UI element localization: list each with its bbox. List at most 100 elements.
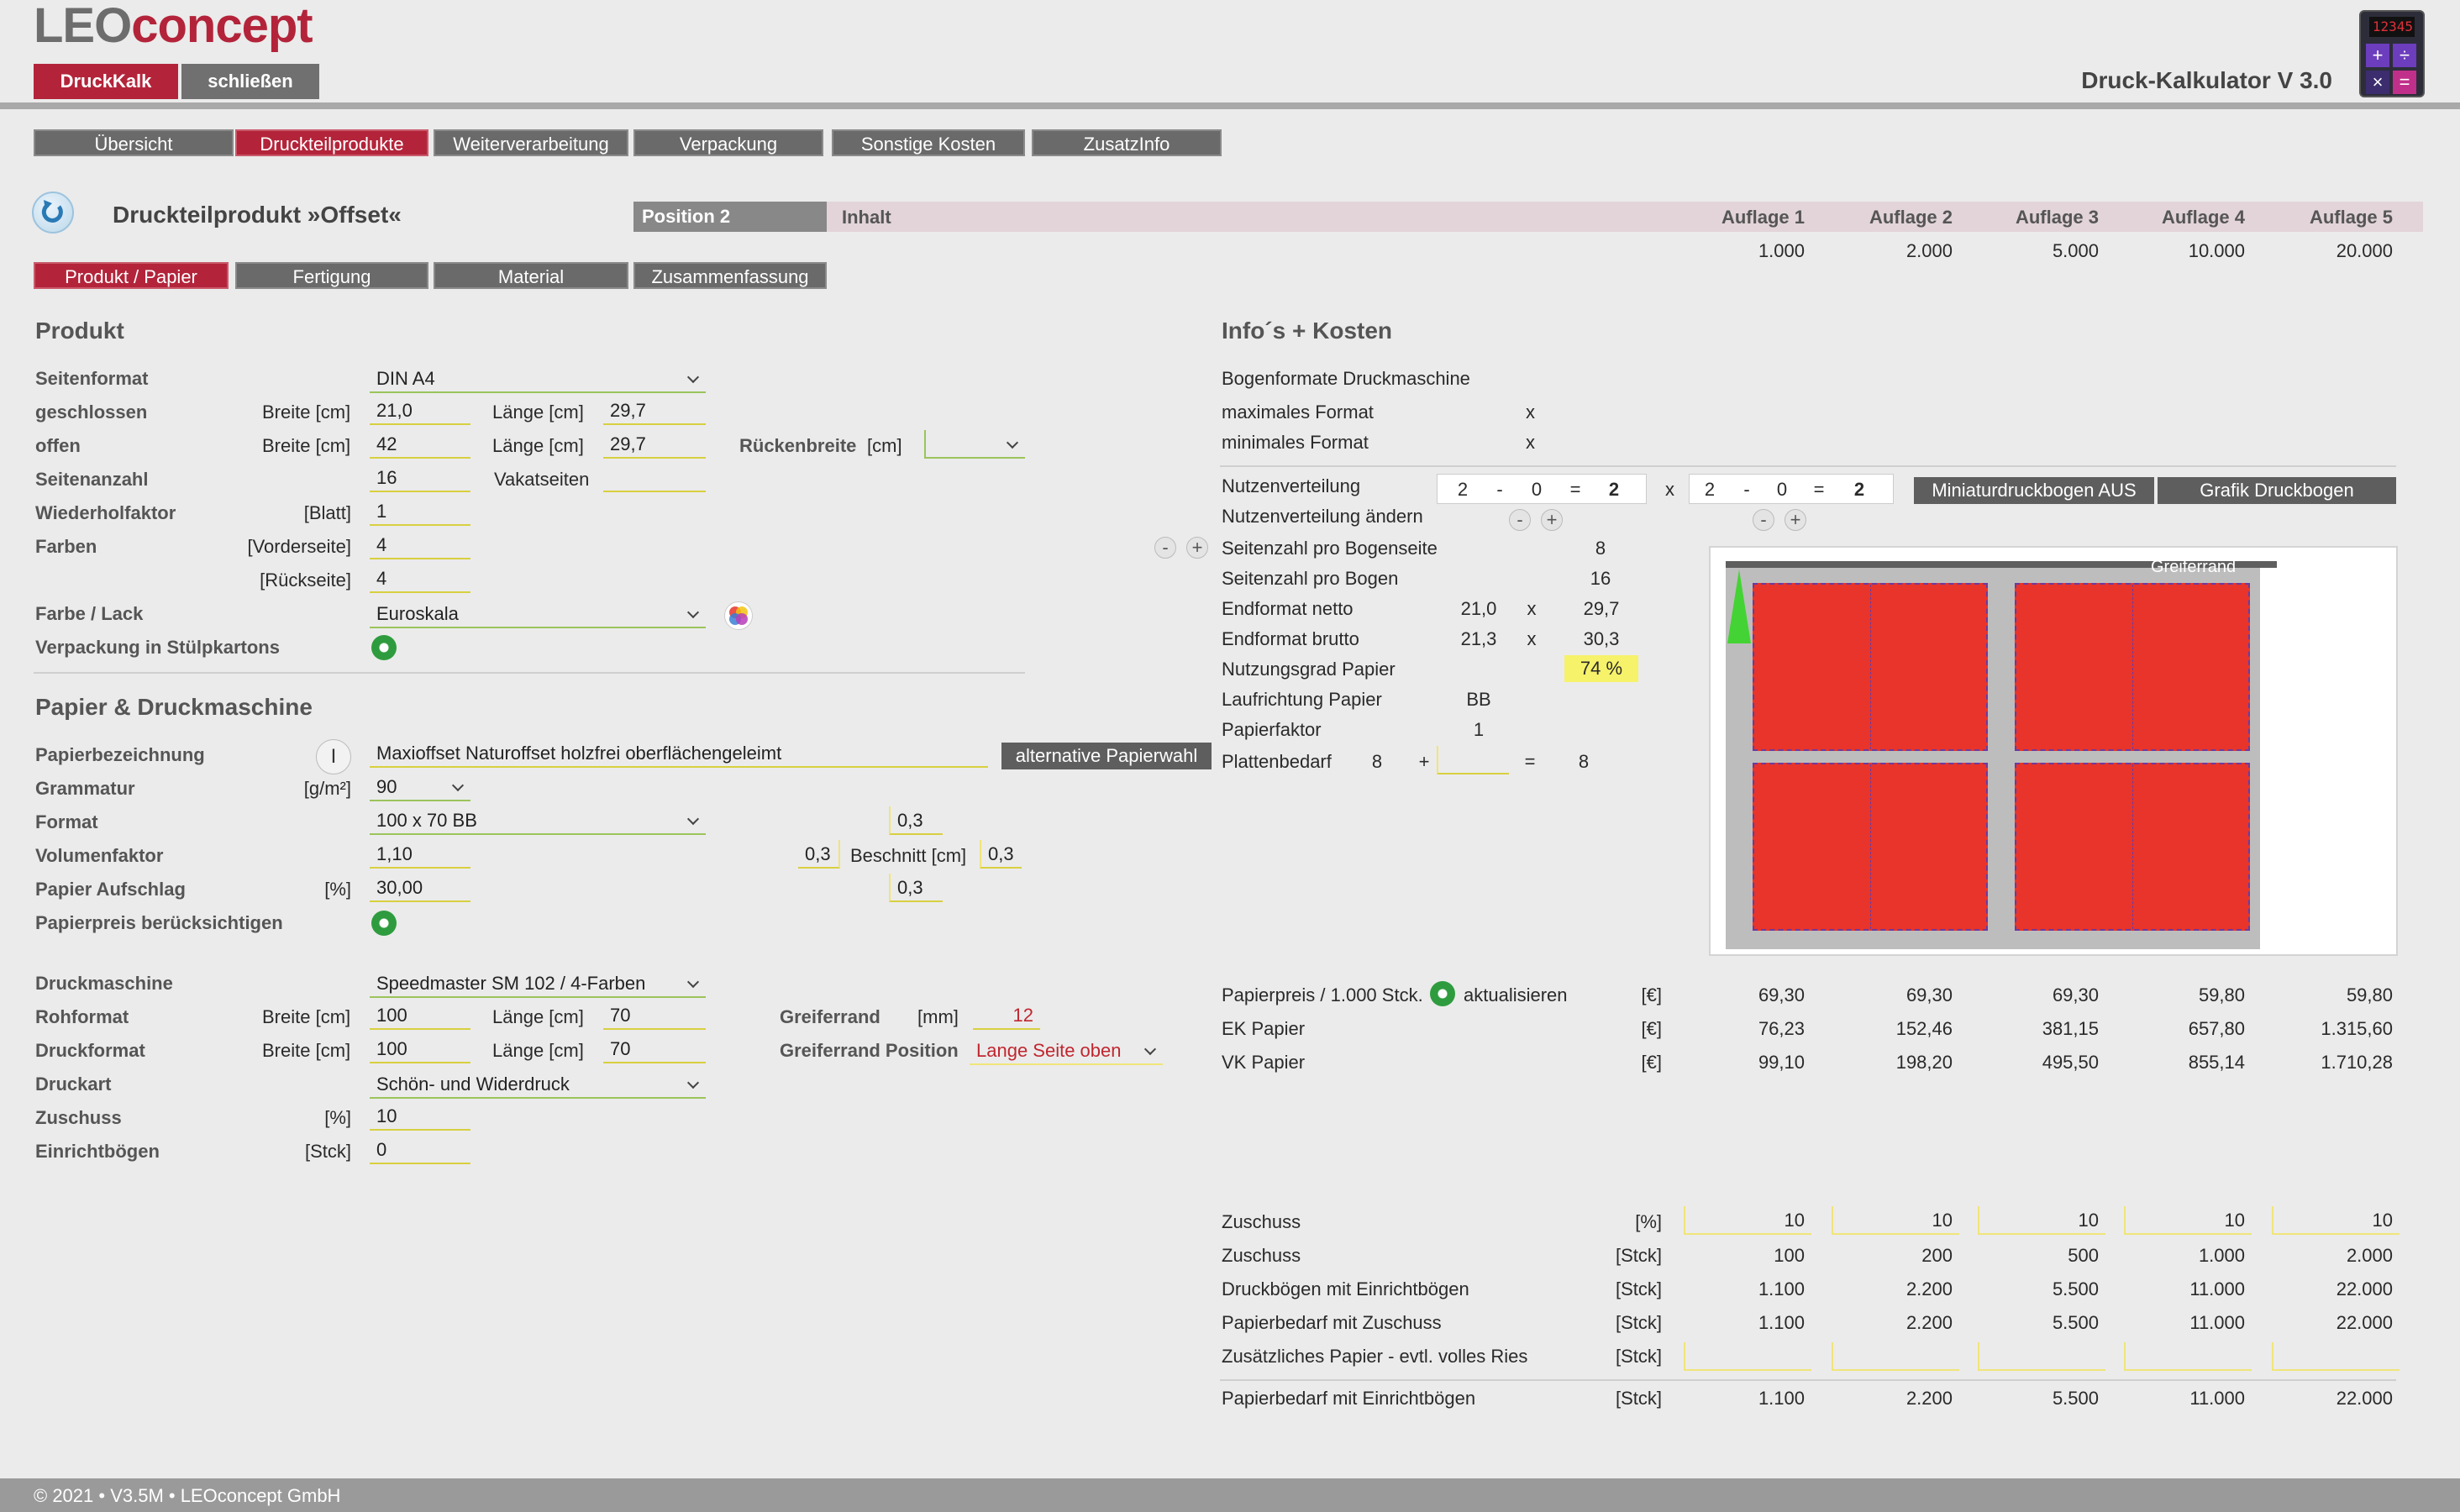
text-cursor-icon[interactable]: I (316, 739, 351, 774)
back-icon[interactable] (32, 192, 74, 234)
vorderseite-input[interactable]: 4 (370, 531, 470, 559)
greiferrand-sheet-label: Greiferrand (2151, 558, 2237, 576)
grafik-druckbogen-button[interactable]: Grafik Druckbogen (2158, 477, 2396, 504)
zusaetzlich-input[interactable] (2124, 1342, 2252, 1371)
rueckenbreite-input[interactable] (924, 430, 1025, 459)
papierbezeichnung-input[interactable]: Maxioffset Naturoffset holzfrei oberfläc… (370, 739, 988, 768)
cost-cell: 69,30 (2052, 984, 2099, 1005)
offen-breite-input[interactable]: 42 (370, 430, 470, 459)
druckformat-laenge-input[interactable]: 70 (603, 1035, 706, 1063)
druckkalk-button[interactable]: DruckKalk (34, 64, 178, 99)
einrichtboegen-unit: [Stck] (304, 1141, 351, 1162)
nutzen-a-plus-button[interactable]: + (1541, 509, 1563, 531)
subtab-fertigung[interactable]: Fertigung (235, 262, 428, 289)
sz-bogen-value: 16 (1590, 568, 1611, 589)
papierpreis-toggle-icon[interactable] (371, 911, 397, 936)
nutzen-box-b[interactable] (1689, 474, 1894, 504)
tab-zusatzinfo[interactable]: ZusatzInfo (1032, 129, 1222, 156)
max-format-label: maximales Format (1222, 402, 1374, 423)
beschnitt-top-input[interactable]: 0,3 (889, 806, 943, 835)
tab-verpackung[interactable]: Verpackung (633, 129, 823, 156)
wiederholfaktor-label: Wiederholfaktor (35, 502, 176, 523)
rohformat-laenge-input[interactable]: 70 (603, 1001, 706, 1030)
bedarf-cell: 11.000 (2189, 1312, 2245, 1333)
zusaetzlich-input[interactable] (2272, 1342, 2400, 1371)
druckart-label: Druckart (35, 1074, 112, 1095)
beschnitt-left-input[interactable]: 0,3 (798, 840, 840, 869)
farben-plus-button[interactable]: + (1186, 537, 1208, 559)
plattenbedarf-label: Plattenbedarf (1222, 751, 1332, 772)
subtab-produkt-papier[interactable]: Produkt / Papier (34, 262, 229, 289)
nutzen-box-a[interactable] (1437, 474, 1647, 504)
product-title: Druckteilprodukt »Offset« (113, 202, 402, 228)
druckmaschine-select[interactable]: Speedmaster SM 102 / 4-Farben (370, 969, 706, 998)
geschlossen-breite-input[interactable]: 21,0 (370, 396, 470, 425)
zusaetzlich-input[interactable] (1684, 1342, 1811, 1371)
plattenbedarf-sum: 8 (1578, 751, 1590, 772)
sheet-page-block-3 (1753, 763, 1988, 931)
bedarf-cell: 2.000 (2346, 1245, 2393, 1266)
volumenfaktor-input[interactable]: 1,10 (370, 840, 470, 869)
zuschuss-pct-input[interactable]: 10 (1684, 1206, 1811, 1235)
nutzen-a-result: 2 (1608, 479, 1620, 500)
druckformat-breite-label: Breite [cm] (262, 1040, 351, 1061)
tab-sonstige-kosten[interactable]: Sonstige Kosten (832, 129, 1025, 156)
farbe-lack-select[interactable]: Euroskala (370, 600, 706, 628)
seitenformat-select[interactable]: DIN A4 (370, 365, 706, 393)
quantity-1: 1.000 (1758, 240, 1805, 261)
zuschuss-pct-input[interactable]: 10 (1832, 1206, 1959, 1235)
subtab-zusammenfassung[interactable]: Zusammenfassung (633, 262, 827, 289)
nutzen-b-op1: - (1743, 479, 1750, 500)
papier-aufschlag-input[interactable]: 30,00 (370, 874, 470, 902)
aktualisieren-label[interactable]: aktualisieren (1464, 984, 1568, 1005)
miniaturdruckbogen-button[interactable]: Miniaturdruckbogen AUS (1914, 477, 2154, 504)
cost-cell: 657,80 (2188, 1018, 2245, 1039)
papierpreis-row-label: Papierpreis / 1.000 Stck. (1222, 984, 1423, 1005)
color-palette-icon[interactable] (724, 601, 753, 630)
nutzen-b-minus-button[interactable]: - (1753, 509, 1774, 531)
druckart-select[interactable]: Schön- und Widerdruck (370, 1070, 706, 1099)
einrichtboegen-input[interactable]: 0 (370, 1136, 470, 1164)
rueckseite-input[interactable]: 4 (370, 564, 470, 593)
farben-minus-button[interactable]: - (1154, 537, 1176, 559)
wiederholfaktor-input[interactable]: 1 (370, 497, 470, 526)
rohformat-label: Rohformat (35, 1006, 129, 1027)
nutzen-b-plus-button[interactable]: + (1785, 509, 1806, 531)
grammatur-select[interactable]: 90 (370, 773, 470, 801)
tab-weiterverarbeitung[interactable]: Weiterverarbeitung (434, 129, 628, 156)
seitenanzahl-input[interactable]: 16 (370, 464, 470, 492)
quantity-5: 20.000 (2336, 240, 2393, 261)
nutzen-a-minus-button[interactable]: - (1509, 509, 1531, 531)
aktualisieren-icon[interactable] (1430, 981, 1455, 1006)
druckformat-breite-input[interactable]: 100 (370, 1035, 470, 1063)
position-badge[interactable]: Position 2 (633, 202, 827, 232)
beschnitt-bottom-input[interactable]: 0,3 (889, 874, 943, 902)
format-select[interactable]: 100 x 70 BB (370, 806, 706, 835)
beschnitt-right-input[interactable]: 0,3 (980, 840, 1022, 869)
greiferrand-position-select[interactable]: Lange Seite oben (970, 1037, 1163, 1065)
zuschuss-input[interactable]: 10 (370, 1102, 470, 1131)
subtab-material[interactable]: Material (434, 262, 628, 289)
zuschuss-pct-input[interactable]: 10 (2272, 1206, 2400, 1235)
vakatseiten-input[interactable] (603, 464, 706, 492)
rohformat-breite-input[interactable]: 100 (370, 1001, 470, 1030)
zuschuss-pct-input[interactable]: 10 (2124, 1206, 2252, 1235)
sz-bogen-label: Seitenzahl pro Bogen (1222, 568, 1399, 589)
zusaetzlich-input[interactable] (1978, 1342, 2105, 1371)
geschlossen-laenge-input[interactable]: 29,7 (603, 396, 706, 425)
greiferrand-input[interactable]: 12 (973, 1001, 1040, 1030)
app-title: Druck-Kalkulator V 3.0 (2081, 67, 2332, 93)
tab-druckteilprodukte[interactable]: Druckteilprodukte (235, 129, 428, 156)
tab-uebersicht[interactable]: Übersicht (34, 129, 234, 156)
offen-laenge-input[interactable]: 29,7 (603, 430, 706, 459)
endformat-netto-label: Endformat netto (1222, 598, 1354, 619)
nutzen-b-result: 2 (1853, 479, 1865, 500)
verpackung-toggle-icon[interactable] (371, 635, 397, 660)
calculator-icon[interactable]: 12345 + ÷ × = (2359, 10, 2425, 97)
zuschuss-pct-input[interactable]: 10 (1978, 1206, 2105, 1235)
nutzen-a-op1: - (1496, 479, 1503, 500)
zusaetzlich-input[interactable] (1832, 1342, 1959, 1371)
alternative-papierwahl-button[interactable]: alternative Papierwahl (1001, 743, 1212, 769)
plattenbedarf-input[interactable] (1437, 746, 1509, 774)
close-button[interactable]: schließen (181, 64, 319, 99)
